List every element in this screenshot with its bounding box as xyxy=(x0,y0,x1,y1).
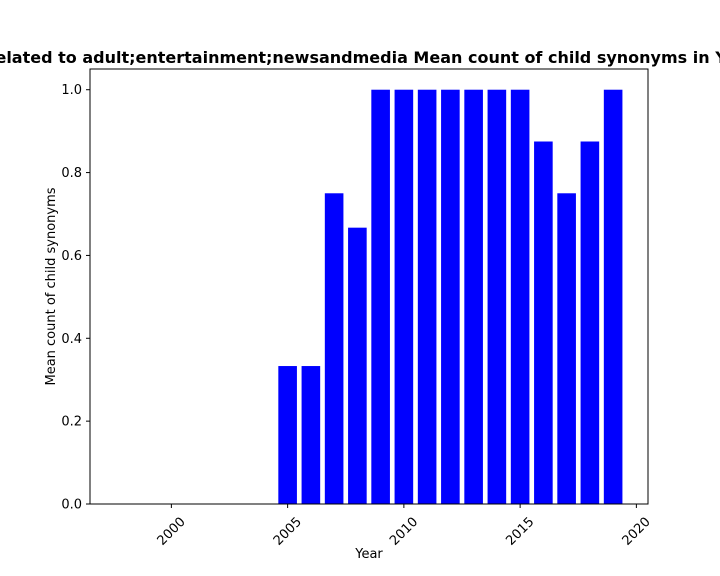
bar-2008 xyxy=(348,227,367,504)
x-axis-label: Year xyxy=(354,547,383,562)
y-tick-label: 0.8 xyxy=(61,166,82,181)
y-tick-label: 0.2 xyxy=(61,415,82,430)
bar-2014 xyxy=(487,89,507,504)
bar-2011 xyxy=(417,89,437,504)
bar-2010 xyxy=(394,89,414,504)
y-tick-label: 0.0 xyxy=(61,498,82,513)
x-tick-label: 2005 xyxy=(271,515,305,549)
bar-2005 xyxy=(278,366,297,504)
bar-2007 xyxy=(324,193,344,505)
axes-frame xyxy=(89,68,649,505)
bar-2018 xyxy=(580,141,600,504)
bar-2012 xyxy=(441,89,460,504)
y-tick-label: 1.0 xyxy=(61,83,82,98)
y-axis-label: Mean count of child synonyms xyxy=(44,187,59,385)
x-tick-label: 2015 xyxy=(503,515,537,549)
bars-group xyxy=(278,89,623,505)
x-tick-label: 2010 xyxy=(387,515,421,549)
y-axis-ticks: 0.0 0.2 0.4 0.6 0.8 1.0 xyxy=(61,83,90,513)
bar-2006 xyxy=(301,366,321,504)
bar-2019 xyxy=(603,89,623,504)
x-tick-label: 2000 xyxy=(155,515,189,549)
bar-2017 xyxy=(557,193,576,505)
chart-title: Related to adult;entertainment;newsandme… xyxy=(0,48,720,67)
bar-2009 xyxy=(371,89,390,504)
bar-2015 xyxy=(510,89,530,504)
bar-2016 xyxy=(534,141,553,504)
x-tick-label: 2020 xyxy=(620,515,654,549)
bar-2013 xyxy=(464,89,483,504)
x-axis-ticks: 2000 2005 2010 2015 2020 xyxy=(155,504,654,549)
y-tick-label: 0.4 xyxy=(61,332,82,347)
y-tick-label: 0.6 xyxy=(61,249,82,264)
